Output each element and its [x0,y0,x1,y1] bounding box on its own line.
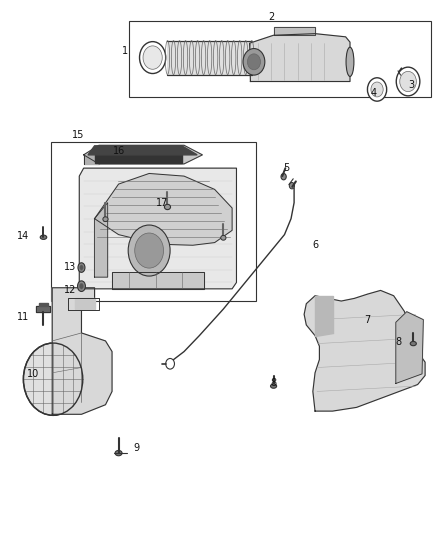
Circle shape [400,71,417,92]
Text: 14: 14 [17,231,29,241]
Polygon shape [95,173,232,245]
Circle shape [23,343,83,415]
Circle shape [281,173,286,180]
Polygon shape [250,34,350,82]
Ellipse shape [40,235,47,239]
Polygon shape [274,27,315,35]
Ellipse shape [78,281,85,292]
Ellipse shape [80,283,83,289]
Polygon shape [36,306,50,312]
Text: 13: 13 [64,262,76,271]
Ellipse shape [271,384,277,388]
Polygon shape [79,168,237,289]
Ellipse shape [80,265,83,270]
Ellipse shape [78,263,85,272]
Text: 15: 15 [72,130,85,140]
Text: 8: 8 [271,378,277,389]
Polygon shape [396,312,424,383]
Polygon shape [84,155,99,164]
Circle shape [135,233,163,268]
Circle shape [371,82,383,97]
Circle shape [143,46,162,69]
Text: 7: 7 [364,314,371,325]
Text: 1: 1 [122,46,128,56]
Circle shape [396,67,420,96]
Text: 16: 16 [113,146,125,156]
Text: 2: 2 [268,12,275,22]
Polygon shape [304,290,425,411]
Circle shape [128,225,170,276]
Text: 4: 4 [371,88,377,98]
Circle shape [367,78,387,101]
Ellipse shape [103,217,108,222]
Polygon shape [84,146,202,164]
Polygon shape [88,146,197,155]
Circle shape [243,49,265,75]
Ellipse shape [346,47,354,76]
Circle shape [166,359,174,369]
Text: 9: 9 [133,443,139,453]
Polygon shape [75,298,95,309]
Polygon shape [95,146,182,163]
Text: 6: 6 [312,240,318,250]
Text: 17: 17 [156,198,169,208]
Text: 3: 3 [408,80,414,90]
Circle shape [247,54,261,70]
Ellipse shape [164,204,170,209]
Ellipse shape [115,450,122,456]
Circle shape [289,182,294,189]
Text: 5: 5 [283,163,290,173]
Ellipse shape [410,342,417,346]
Polygon shape [39,303,48,306]
Bar [130,21,431,98]
Text: 8: 8 [395,337,401,347]
Ellipse shape [221,236,226,240]
Bar [51,142,256,301]
Polygon shape [52,288,112,414]
Text: 10: 10 [27,369,39,379]
Text: 12: 12 [64,286,76,295]
Bar [167,41,252,75]
Polygon shape [95,203,108,277]
Circle shape [140,42,166,74]
Polygon shape [112,272,204,289]
Polygon shape [315,296,332,336]
Text: 11: 11 [17,312,29,322]
